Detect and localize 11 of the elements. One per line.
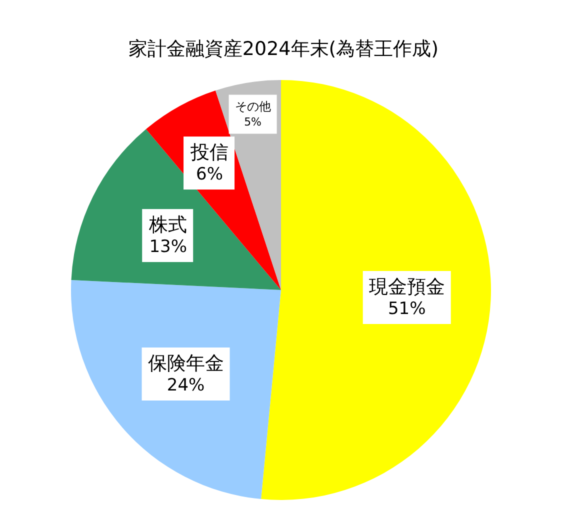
data-label: 6% <box>196 164 224 185</box>
data-label: 24% <box>166 376 205 396</box>
title: 家計金融資産2024年末(為替王作成) <box>128 38 439 60</box>
slice-label: 株式 <box>148 214 188 236</box>
data-label: 13% <box>149 237 188 258</box>
slice-label: その他 <box>234 100 271 114</box>
slice-label: 現金預金 <box>368 276 445 298</box>
data-label: 51% <box>388 298 426 319</box>
slice-label: 保険年金 <box>148 352 224 375</box>
data-label: 5% <box>244 116 262 129</box>
slice-label: 投信 <box>190 142 229 164</box>
